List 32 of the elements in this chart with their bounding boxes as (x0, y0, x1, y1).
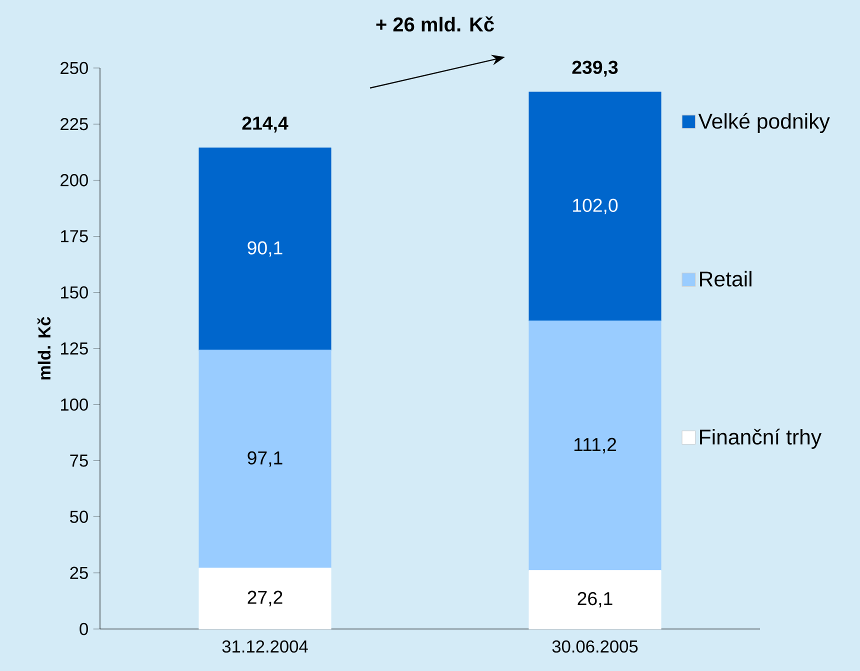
bar (198, 148, 332, 350)
y-tick-label: 150 (61, 286, 88, 299)
data-label: 26,1 (578, 592, 612, 608)
data-label: 97,1 (248, 451, 282, 467)
y-tick-label: 250 (60, 62, 88, 74)
data-label: 90,1 (248, 241, 282, 257)
legend-label: Retail (700, 270, 752, 287)
x-tick-label: 30.06.2005 (552, 640, 638, 653)
bar (528, 570, 662, 630)
x-tick-label: 31.12.2004 (222, 640, 308, 653)
bar (528, 92, 662, 322)
y-axis-title: mld. Kč (37, 316, 51, 380)
text: + 26 mld. Kč (376, 16, 494, 32)
y-tick-label: 200 (60, 174, 88, 186)
bar (198, 350, 332, 568)
y-tick-label: 50 (70, 510, 88, 523)
data-label: 111,2 (574, 438, 616, 454)
legend-label: Velké podniky (698, 112, 830, 134)
data-label: 102,0 (573, 198, 618, 214)
data-label: 27,2 (248, 590, 282, 606)
y-tick-label: 25 (70, 566, 88, 580)
y-tick-label: 0 (80, 622, 88, 636)
total-label: 214,4 (242, 116, 288, 132)
total-label: 239,3 (572, 60, 618, 77)
y-tick-label: 175 (61, 230, 88, 242)
bar (528, 320, 662, 571)
bar (198, 568, 332, 630)
y-tick-label: 100 (61, 398, 88, 411)
legend-label: Finanční trhy (700, 428, 822, 449)
y-tick-label: 75 (70, 454, 88, 467)
y-tick-label: 225 (60, 118, 88, 130)
y-tick-label: 125 (61, 342, 88, 355)
